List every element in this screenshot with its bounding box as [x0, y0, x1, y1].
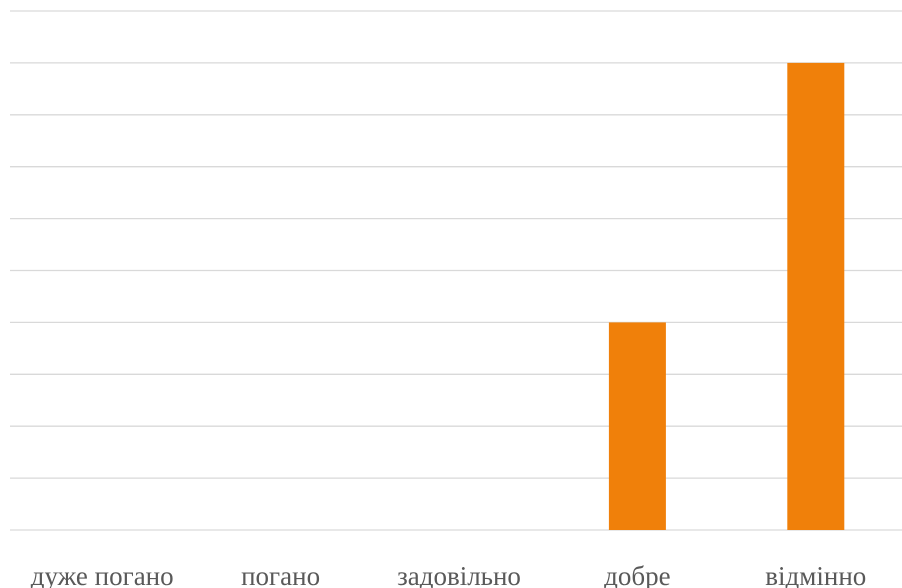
x-tick-label: дуже погано [31, 561, 174, 588]
x-axis-labels: дуже погано погано задовільно добре відмінно [31, 561, 867, 588]
gridlines [10, 10, 902, 531]
x-tick-label: задовільно [397, 561, 521, 588]
x-tick-label: відмінно [765, 561, 866, 588]
bar [787, 62, 845, 531]
x-tick-label: погано [241, 561, 320, 588]
bars [608, 62, 845, 531]
x-tick-label: добре [604, 561, 670, 588]
bar [608, 322, 666, 530]
